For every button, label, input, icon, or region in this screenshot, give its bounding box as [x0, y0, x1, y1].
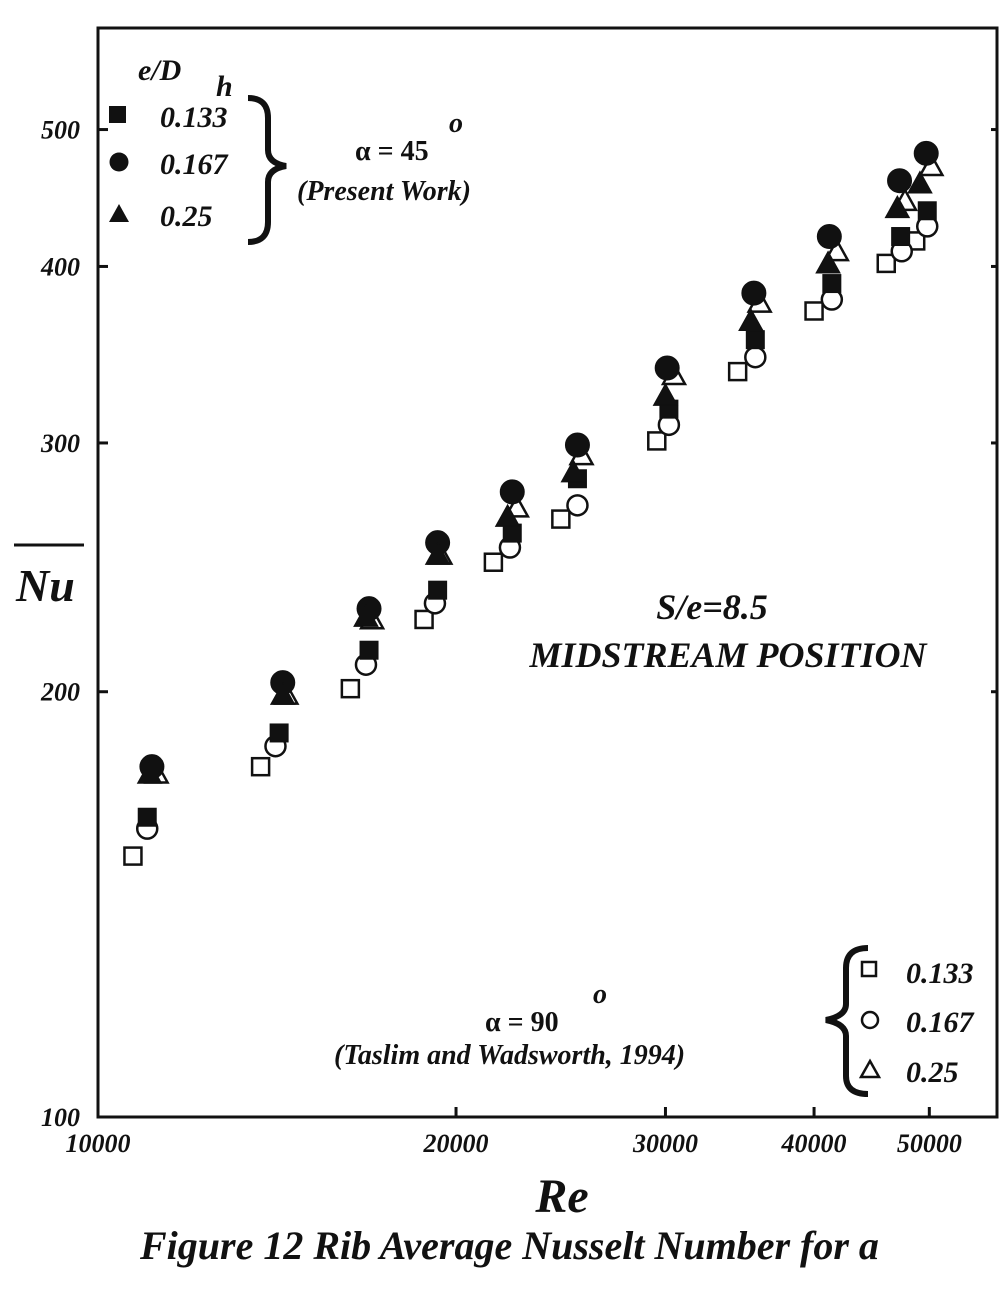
- legend-reference: α = 90 o (Taslim and Wadsworth, 1994) 0.…: [334, 945, 975, 1097]
- point-reference-0_167: [566, 494, 589, 517]
- x-tick-label: 50000: [897, 1129, 962, 1158]
- y-tick-label: 200: [40, 678, 80, 707]
- y-tick-label: 100: [41, 1103, 80, 1132]
- point-present-0_167: [564, 432, 590, 458]
- point-present-0_25: [738, 307, 764, 332]
- reference-note: (Taslim and Wadsworth, 1994): [334, 1040, 685, 1071]
- present-work-note: (Present Work): [297, 176, 471, 207]
- point-present-0_133: [137, 807, 157, 827]
- point-reference-0_133: [551, 509, 571, 529]
- point-present-0_133: [359, 640, 379, 660]
- reference-degree-sup: o: [593, 979, 607, 1010]
- legend-circle-filled-icon: [109, 152, 129, 172]
- position-label: MIDSTREAM POSITION: [528, 635, 928, 675]
- plot-frame: [96, 26, 999, 1119]
- legend-present-entry-2: 0.167: [160, 148, 229, 181]
- x-tick-label: 40000: [781, 1129, 847, 1158]
- point-reference-0_133: [804, 301, 824, 321]
- legend-reference-entry-1: 0.133: [906, 957, 974, 990]
- y-axis-label-text: Nu: [15, 560, 75, 611]
- y-tick-label: 500: [41, 116, 80, 145]
- point-present-0_25: [815, 250, 841, 274]
- present-alpha-label: α = 45: [355, 136, 429, 167]
- point-present-0_167: [654, 355, 680, 381]
- axes: [96, 26, 999, 1119]
- x-tick-label: 20000: [423, 1129, 489, 1158]
- point-present-0_25: [652, 382, 679, 406]
- point-present-0_167: [913, 140, 939, 166]
- legend-reference-entry-2: 0.167: [906, 1006, 975, 1039]
- point-reference-0_133: [250, 756, 271, 777]
- legend-square-filled-icon: [109, 106, 126, 123]
- point-present-0_133: [822, 274, 842, 294]
- y-tick-label: 400: [40, 252, 80, 281]
- point-present-0_133: [745, 330, 765, 350]
- legend-triangle-open-icon: [858, 1058, 882, 1079]
- spacing-ratio-label: S/e=8.5: [656, 587, 768, 627]
- legend-present-entry-3: 0.25: [160, 200, 213, 233]
- x-tick-label: 30000: [632, 1129, 698, 1158]
- point-reference-0_133: [727, 361, 748, 382]
- point-present-0_133: [917, 201, 937, 221]
- point-present-0_25: [269, 681, 296, 705]
- nusselt-chart: 100 200 300 400 500 10000 20000 30000 40000 50000…: [14, 26, 999, 1215]
- point-present-0_167: [887, 168, 913, 194]
- point-present-0_167: [741, 280, 767, 306]
- point-present-0_25: [907, 170, 933, 194]
- brace-reference-icon: [825, 945, 869, 1097]
- point-present-0_25: [136, 760, 163, 784]
- point-reference-0_25: [823, 237, 850, 262]
- legend-present-title: e/D: [138, 54, 181, 87]
- point-present-0_25: [353, 603, 379, 627]
- x-axis-label: Re: [534, 1170, 588, 1215]
- point-present-0_133: [269, 723, 289, 743]
- legend-present-title-sub: h: [216, 70, 233, 103]
- ticks: 100 200 300 400 500 10000 20000 30000 40000 50000: [40, 116, 997, 1158]
- legend-triangle-filled-icon: [109, 204, 129, 222]
- point-present-0_25: [884, 194, 911, 219]
- point-present-0_167: [499, 479, 525, 505]
- legend-present-entry-1: 0.133: [160, 101, 228, 134]
- point-present-0_133: [428, 580, 448, 600]
- legend-square-open-icon: [860, 960, 878, 978]
- present-degree-sup: o: [449, 108, 463, 139]
- point-reference-0_133: [123, 846, 143, 866]
- point-present-0_167: [816, 224, 842, 250]
- point-present-0_133: [891, 227, 911, 247]
- point-present-0_25: [560, 459, 587, 483]
- y-tick-label: 300: [40, 429, 80, 458]
- point-reference-0_167: [744, 345, 767, 369]
- x-tick-label: 10000: [66, 1129, 131, 1158]
- legend-circle-open-icon: [860, 1010, 880, 1030]
- point-present-0_25: [424, 541, 451, 565]
- y-axis-label: Nu: [14, 543, 84, 611]
- point-reference-0_133: [876, 253, 897, 274]
- legend-present: e/D h 0.133 0.167 0.25 α = 45 o (Present…: [109, 54, 471, 245]
- brace-present-icon: [247, 95, 287, 245]
- reference-alpha-label: α = 90: [485, 1007, 559, 1038]
- figure-caption: Figure 12 Rib Average Nusselt Number for…: [140, 1223, 879, 1268]
- point-present-0_25: [494, 503, 521, 527]
- data-points: [123, 140, 945, 866]
- point-reference-0_133: [483, 552, 504, 572]
- point-reference-0_133: [340, 678, 361, 699]
- point-reference-0_133: [414, 609, 434, 630]
- legend-reference-entry-3: 0.25: [906, 1056, 959, 1089]
- point-reference-0_133: [647, 431, 667, 451]
